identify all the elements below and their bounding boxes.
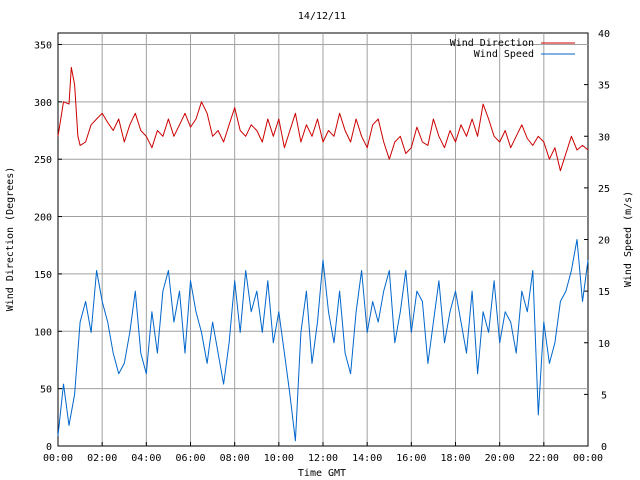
grid-horizontal — [58, 43, 588, 390]
left-tick-label: 100 — [34, 327, 52, 338]
left-tick-label: 300 — [34, 98, 52, 109]
series-layer — [57, 66, 589, 442]
left-tick-label: 50 — [40, 385, 52, 396]
x-axis-label: Time GMT — [298, 468, 346, 479]
x-axis-ticks: 00:00 02:00 04:00 06:00 08:00 10:00 12:00 14:00… — [43, 442, 603, 464]
y-axis-right-label: Wind Speed (m/s) — [623, 191, 634, 287]
x-tick-label: 00:00 — [43, 453, 73, 464]
x-tick-label: 20:00 — [485, 453, 515, 464]
right-tick-label: 20 — [598, 236, 610, 247]
right-tick-label: 35 — [598, 81, 610, 92]
right-tick-label: 0 — [601, 442, 607, 453]
x-tick-label: 16:00 — [396, 453, 426, 464]
left-tick-label: 150 — [34, 270, 52, 281]
legend-label-wind-direction: Wind Direction — [450, 38, 534, 49]
series-line-wind-speed — [57, 239, 589, 442]
legend-label-wind-speed: Wind Speed — [474, 49, 534, 60]
y-axis-left-label: Wind Direction (Degrees) — [5, 167, 16, 312]
right-axis-ticks: 0 5 10 15 20 25 30 35 40 — [584, 29, 610, 453]
x-tick-label: 08:00 — [220, 453, 250, 464]
series-line-wind-direction — [57, 66, 589, 172]
x-tick-label: 12:00 — [308, 453, 338, 464]
left-tick-label: 0 — [46, 442, 52, 453]
x-tick-label: 02:00 — [87, 453, 117, 464]
x-tick-label: 04:00 — [131, 453, 161, 464]
right-tick-label: 30 — [598, 132, 610, 143]
right-tick-label: 15 — [598, 287, 610, 298]
left-axis-ticks: 0 50 100 150 200 250 300 350 — [34, 40, 62, 453]
x-tick-label: 14:00 — [352, 453, 382, 464]
x-tick-label: 06:00 — [175, 453, 205, 464]
x-tick-label: 22:00 — [529, 453, 559, 464]
right-tick-label: 40 — [598, 29, 610, 40]
x-tick-label: 00:00 — [573, 453, 603, 464]
x-tick-label: 18:00 — [440, 453, 470, 464]
right-tick-label: 25 — [598, 184, 610, 195]
chart-title: 14/12/11 — [298, 11, 346, 22]
right-tick-label: 10 — [598, 339, 610, 350]
right-tick-label: 5 — [601, 390, 607, 401]
left-tick-label: 200 — [34, 213, 52, 224]
left-tick-label: 250 — [34, 155, 52, 166]
x-tick-label: 10:00 — [264, 453, 294, 464]
legend: Wind Direction Wind Speed — [450, 38, 575, 60]
left-tick-label: 350 — [34, 40, 52, 51]
